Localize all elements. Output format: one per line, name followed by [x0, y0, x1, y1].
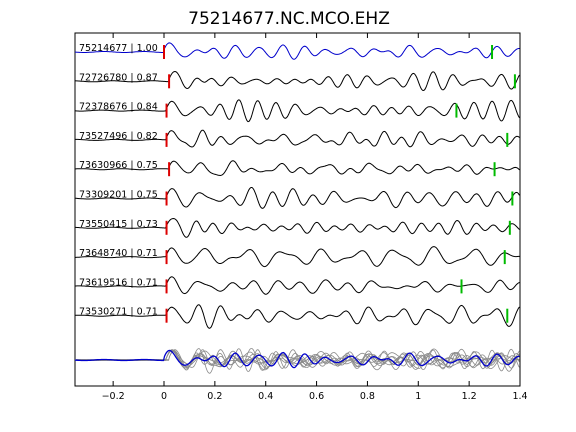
trace-line — [75, 42, 520, 60]
x-tick-label: 0 — [161, 391, 167, 402]
x-tick-label: 1 — [415, 391, 421, 402]
trace-label: 73630966 | 0.75 — [79, 160, 158, 171]
trace-line — [75, 129, 520, 148]
trace-label: 72378676 | 0.84 — [79, 102, 158, 113]
trace-label: 73648740 | 0.71 — [79, 248, 158, 259]
trace-line — [75, 99, 520, 123]
overlay-trace-line — [74, 349, 520, 369]
trace-label: 73550415 | 0.73 — [79, 219, 158, 230]
x-tick-label: 0.8 — [360, 391, 375, 402]
chart-title: 75214677.NC.MCO.EHZ — [188, 9, 390, 29]
trace-label: 73527496 | 0.82 — [79, 131, 158, 142]
trace-label: 75214677 | 1.00 — [79, 43, 158, 54]
trace-line — [75, 276, 520, 295]
plot-frame — [74, 32, 521, 387]
trace-line — [74, 187, 520, 209]
x-tick-label: 0.2 — [207, 391, 222, 402]
trace-line — [74, 246, 520, 268]
x-tick-label: 0.6 — [309, 391, 324, 402]
stack-overlay — [74, 348, 520, 374]
x-tick-label: 0.4 — [258, 391, 273, 402]
trace-line — [74, 304, 520, 329]
trace-label: 73619516 | 0.71 — [79, 277, 158, 288]
trace-label: 72726780 | 0.87 — [79, 72, 158, 83]
x-tick-label: 1.2 — [462, 391, 477, 402]
trace-label: 73530271 | 0.71 — [79, 307, 158, 318]
trace-line — [74, 70, 520, 92]
trace-line — [74, 160, 520, 177]
x-tick-label: 1.4 — [512, 391, 527, 402]
traces-layer: 75214677 | 1.00 72726780 | 0.87 72378676 |… — [74, 42, 520, 329]
x-tick-label: −0.2 — [102, 391, 125, 402]
x-axis: −0.2 0 0.2 0.4 0.6 0.8 1 1.2 1.4 — [102, 33, 528, 402]
trace-label: 73309201 | 0.75 — [79, 190, 158, 201]
trace-line — [75, 217, 520, 238]
